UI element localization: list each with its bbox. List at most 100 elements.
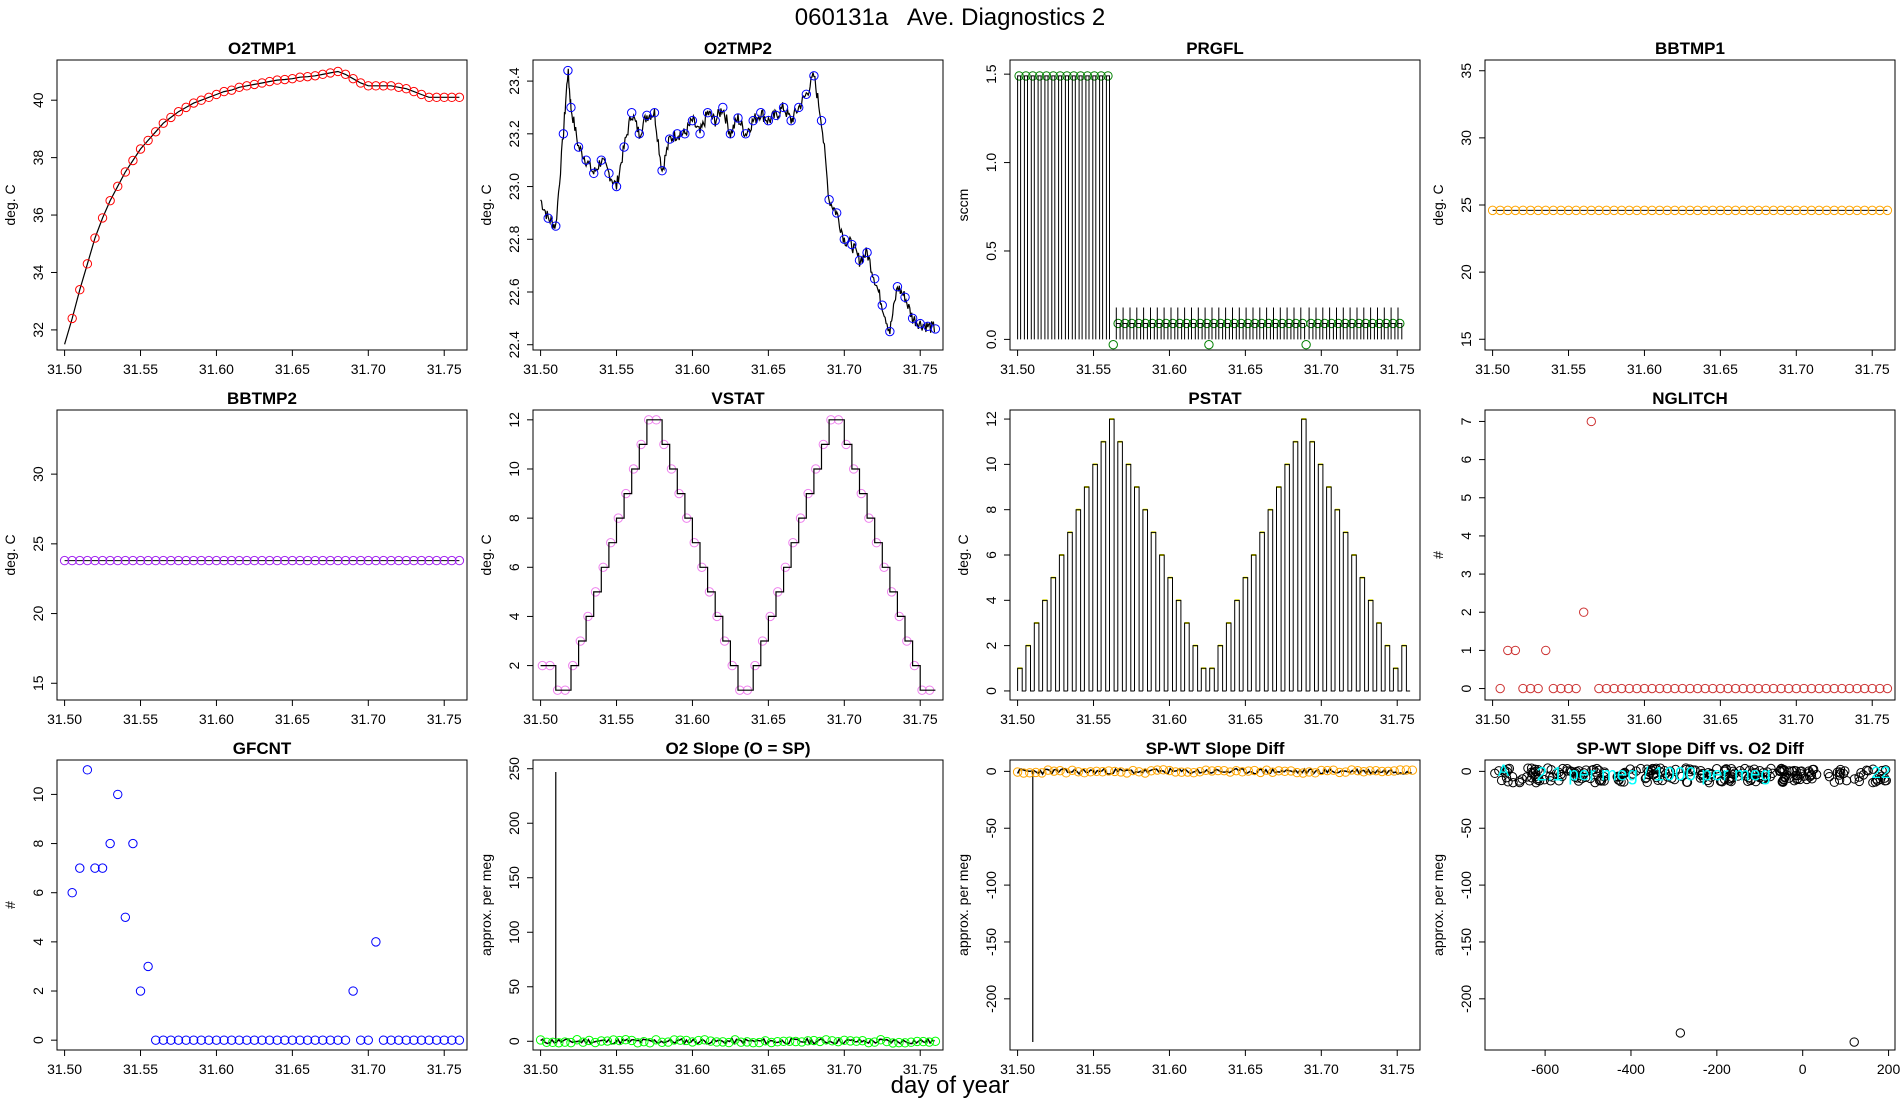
data-point [1804,772,1815,782]
data-point [1685,764,1695,774]
data-point [748,115,758,126]
data-point [906,1037,916,1047]
data-point [1189,768,1199,778]
data-point [1268,767,1278,777]
data-point [863,1037,874,1048]
x-tick-label: 31.50 [1000,711,1035,727]
x-tick-label: 31.55 [1551,711,1586,727]
data-point [620,1035,631,1045]
data-point [1632,205,1642,216]
data-point [809,1035,819,1046]
data-point [204,555,214,566]
y-tick-label: 1.5 [983,64,999,84]
data-point [204,1035,214,1045]
y-tick-label: 12 [983,411,999,427]
x-tick-label: 31.55 [599,711,634,727]
data-point [447,92,457,103]
y-tick-label: 5 [1458,494,1474,502]
data-point [1730,683,1741,694]
data-point [1518,683,1528,694]
plot-frame [1009,409,1421,701]
annotation-text: A [1498,761,1510,780]
data-point [287,1035,298,1045]
y-tick-label: 2 [983,642,999,650]
data-point [1881,775,1891,786]
data-point [211,555,222,566]
data-point [1647,205,1657,216]
x-tick-label: 31.65 [1703,711,1738,727]
data-point [687,115,698,126]
data-point [794,102,804,113]
data-point [1292,767,1302,778]
data-point [1062,71,1072,81]
data-point [742,1037,752,1047]
data-point [1170,767,1181,777]
y-tick-label: -50 [1458,818,1474,838]
data-point [1236,318,1246,329]
data-point [424,555,434,566]
data-point [763,115,774,126]
data-point [1354,318,1364,329]
data-point [1510,645,1521,656]
y-tick-label: 12 [506,412,522,428]
data-point [1632,683,1642,694]
y-axis-label: deg. C [2,184,18,225]
data-point [815,1036,825,1047]
data-point [105,838,115,849]
data-point [371,81,381,91]
data-point [1250,318,1260,329]
y-tick-label: 10 [30,786,46,802]
data-point [1340,318,1350,329]
data-point [234,555,244,566]
data-point [1685,683,1695,694]
data-point [59,555,70,566]
data-point [827,1036,837,1046]
data-point [1776,683,1786,694]
data-point [249,79,260,90]
data-point [772,1037,783,1047]
data-point [264,76,275,87]
y-tick-label: 2 [1458,608,1474,616]
x-tick-label: 31.65 [751,1061,786,1077]
y-tick-label: 22.8 [506,225,522,252]
panel-spwt-vs-o2: SP-WT Slope Diff vs. O2 Diff approx. per … [1430,739,1900,1077]
data-point [120,912,131,922]
data-point [1601,205,1612,216]
data-point [1367,318,1378,329]
data-point [651,1035,661,1045]
panel-title: O2TMP2 [704,39,772,58]
data-point [821,1035,831,1045]
data-point [363,555,373,566]
data-point [1806,205,1817,216]
data-point [1219,765,1229,776]
data-point [1501,772,1512,783]
x-tick-label: 31.75 [903,1061,938,1077]
data-point [1715,683,1726,694]
data-point [1067,765,1077,776]
data-point [386,1035,396,1045]
data-point [1729,769,1739,780]
data-point [158,118,168,128]
data-point [302,71,313,82]
data-point [1601,683,1612,694]
data-point [1829,777,1840,787]
x-tick-label: 31.55 [123,361,158,377]
data-point [693,1035,704,1046]
x-tick-label: 31.60 [1627,711,1662,727]
data-point [581,155,591,165]
data-point [393,555,404,566]
data-point [554,1038,564,1048]
data-point [1642,777,1652,788]
data-point [264,555,275,566]
data-point [1618,769,1628,779]
panel-title: GFCNT [233,739,292,758]
data-point [1573,776,1584,786]
data-point [1854,776,1864,787]
data-point [1728,766,1738,777]
data-point [1854,772,1864,782]
data-point [1639,683,1650,694]
x-tick-label: 31.75 [1855,361,1890,377]
series-line [1016,767,1412,776]
data-point [1122,768,1132,778]
data-point [135,144,146,154]
